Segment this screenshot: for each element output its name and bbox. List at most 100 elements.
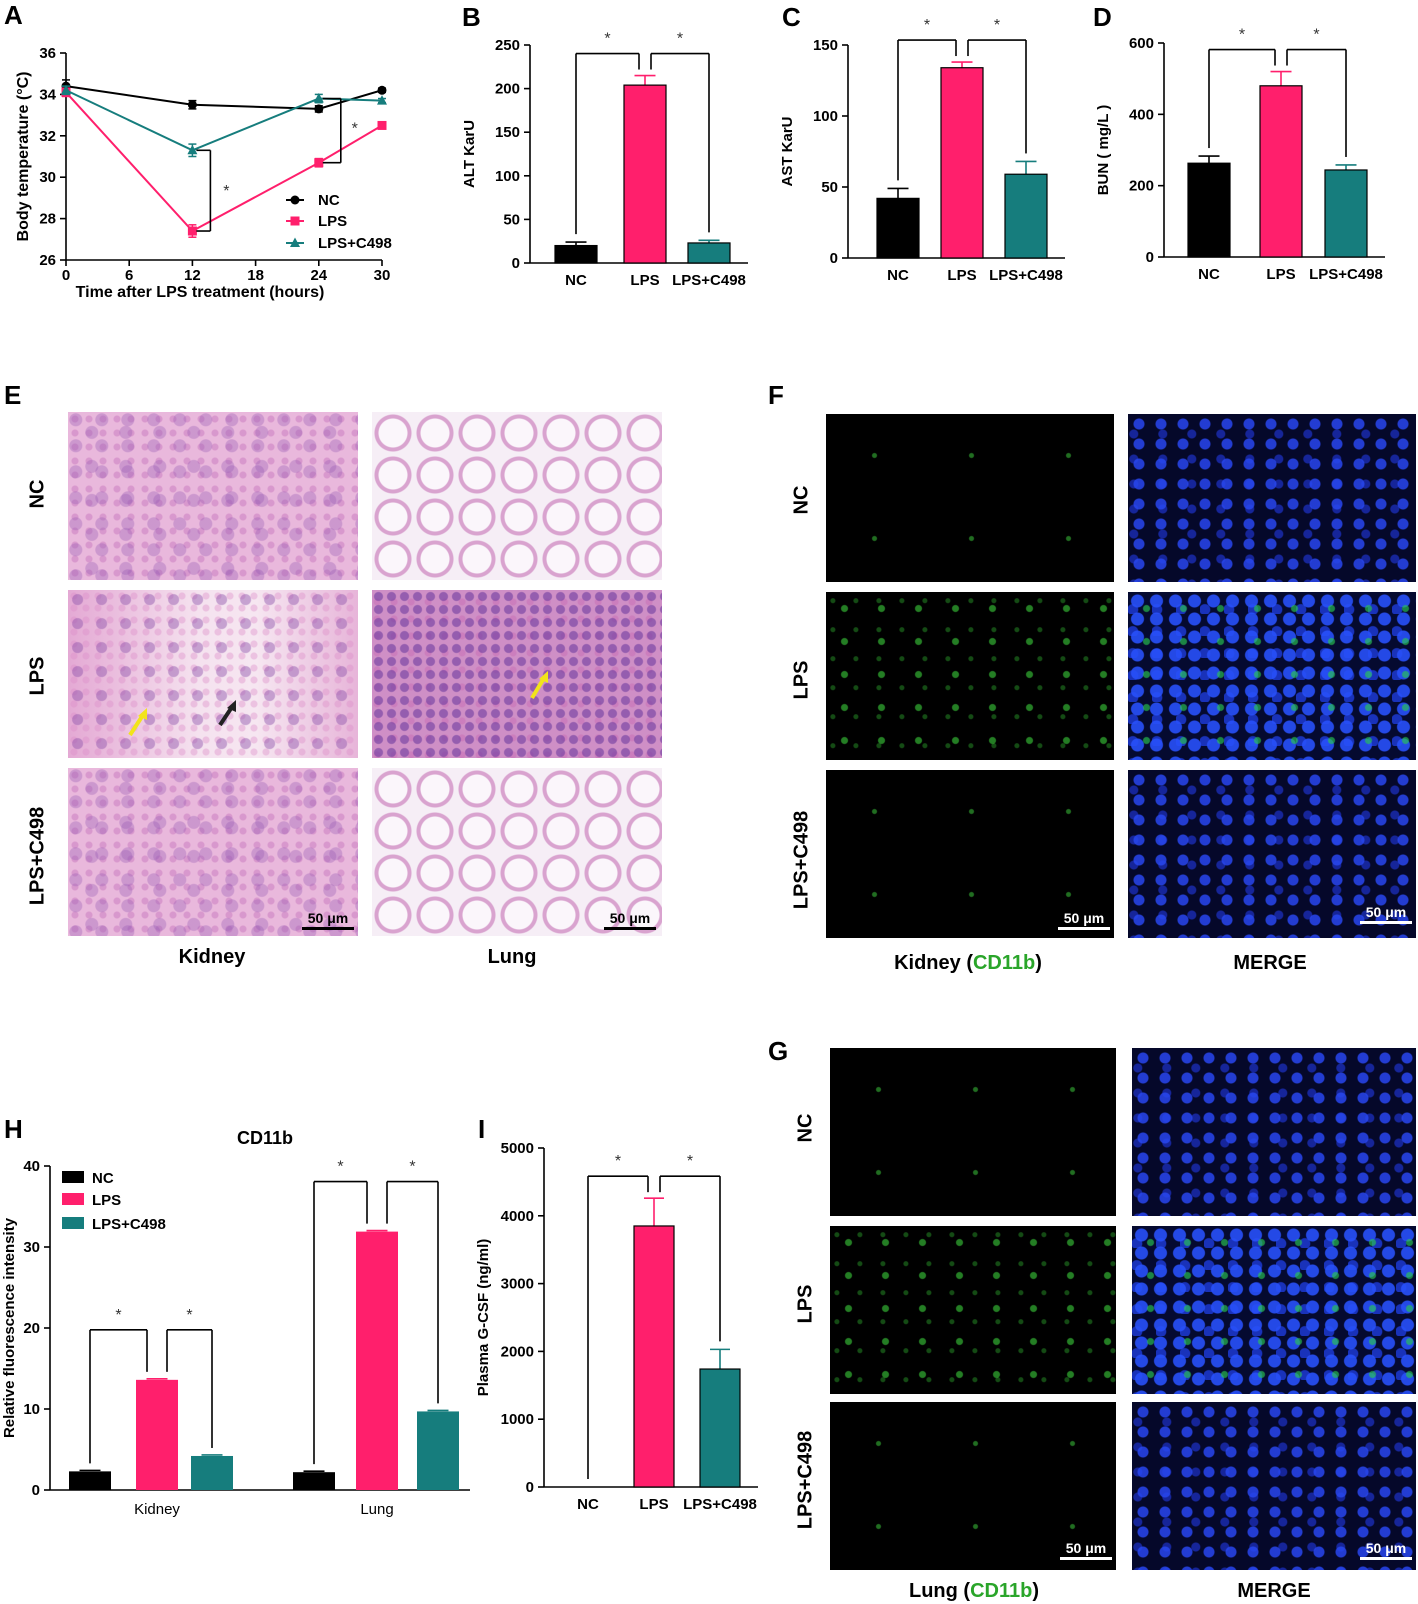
c-bar-2 [1004, 173, 1048, 259]
row-label-lps: LPS [790, 660, 813, 700]
h-sig-0-1-star: * [115, 1307, 121, 1324]
row-label-lps: LPS [26, 656, 49, 696]
a-x-tick-label: 12 [184, 267, 201, 284]
scale-bar-label: 50 μm [1365, 904, 1407, 920]
b-bar-2 [687, 242, 731, 264]
a-y-tick-label: 36 [39, 45, 56, 62]
a-series-line-0 [65, 85, 383, 110]
d-bar-1 [1259, 85, 1303, 258]
lung-lps-image [372, 590, 662, 758]
cd11b-marker-label: CD11b [972, 952, 1036, 974]
b-y-axis-label: ALT KarU [461, 120, 478, 188]
a-legend-marker [290, 195, 300, 205]
h-sig-1-1-star: * [337, 1159, 343, 1176]
h-legend-swatch [62, 1171, 84, 1183]
panel-letter-g: G [768, 1036, 789, 1066]
a-legend-label: NC [318, 192, 340, 209]
h-y-tick-label: 20 [23, 1320, 40, 1337]
h-bar-1-0 [293, 1472, 335, 1490]
row-label-nc: NC [26, 479, 49, 509]
h-legend-label: LPS+C498 [92, 1216, 166, 1233]
panel-letter-h: H [4, 1114, 23, 1144]
col-label-kidney-cd11b: Kidney (CD11b) [894, 952, 1042, 975]
a-point [377, 85, 387, 95]
row-label-lps: LPS [794, 1284, 817, 1324]
b-y-tick-label: 250 [495, 37, 520, 54]
scale-bar-label: 50 μm [1365, 1540, 1407, 1556]
a-point [187, 226, 197, 236]
i-y-tick-label: 2000 [501, 1343, 534, 1360]
d-x-tick-label: LPS [1266, 266, 1295, 283]
i-sig-2-star: * [687, 1153, 693, 1170]
a-sig-2-star: * [352, 121, 358, 138]
col-label-suffix: ) [1032, 1580, 1040, 1602]
col-label-lung: Lung [487, 946, 537, 968]
a-point [61, 81, 71, 91]
h-sig-0-2-star: * [186, 1307, 192, 1324]
a-point [187, 100, 197, 110]
a-point [61, 87, 71, 97]
d-sig-2-star: * [1313, 27, 1319, 44]
kidney-lps-c498-image [68, 768, 358, 936]
col-label-prefix: Lung ( [908, 1580, 971, 1602]
row-label-lps-c498: LPS+C498 [26, 806, 49, 906]
col-label-lung-cd11b: Lung (CD11b) [909, 1580, 1039, 1603]
panel-letter-d: D [1093, 2, 1112, 32]
scale-bar-f1: 50 μm [1058, 910, 1110, 930]
h-legend-swatch [62, 1217, 84, 1229]
lung-merge-lps-image [1132, 1226, 1416, 1394]
scale-bar-kidney: 50 μm [302, 910, 354, 930]
c-x-tick-label: NC [887, 267, 909, 284]
i-x-tick-label: LPS [639, 1496, 668, 1513]
h-y-tick-label: 0 [32, 1482, 40, 1499]
scale-bar-label: 50 μm [1065, 1540, 1107, 1556]
c-y-tick-label: 150 [813, 37, 838, 54]
h-bar-1-2 [417, 1411, 459, 1490]
b-y-tick-label: 50 [503, 211, 520, 228]
kidney-cd11b-lps-image [826, 592, 1114, 760]
row-label-lps-c498: LPS+C498 [794, 1430, 817, 1530]
h-y-axis-label: Relative fluorescence intensity [1, 1217, 18, 1438]
scale-bar-label: 50 μm [609, 910, 651, 926]
h-x-tick-label: Lung [360, 1501, 393, 1518]
d-x-tick-label: LPS+C498 [1309, 266, 1383, 283]
lung-cd11b-nc-image [830, 1048, 1116, 1216]
i-y-tick-label: 0 [526, 1479, 534, 1496]
a-x-tick-label: 18 [247, 267, 264, 284]
i-x-tick-label: NC [577, 1496, 599, 1513]
kidney-cd11b-nc-image [826, 414, 1114, 582]
b-bar-1 [623, 84, 667, 264]
b-x-tick-label: NC [565, 272, 587, 289]
d-y-tick-label: 200 [1129, 178, 1154, 195]
d-bar-0 [1187, 162, 1231, 258]
panel-letter-f: F [768, 380, 784, 410]
h-y-tick-label: 30 [23, 1239, 40, 1256]
a-y-tick-label: 26 [39, 252, 56, 269]
a-legend-marker [290, 237, 300, 247]
a-point [313, 93, 324, 103]
h-y-tick-label: 10 [23, 1401, 40, 1418]
a-point [61, 84, 71, 95]
lung-merge-lps-c498-image [1132, 1402, 1416, 1570]
i-x-tick-label: LPS+C498 [683, 1496, 757, 1513]
panel-letter-e: E [4, 380, 22, 410]
kidney-lps-image [68, 590, 358, 758]
cd11b-marker-label: CD11b [970, 1580, 1033, 1602]
lung-lps-c498-image [372, 768, 662, 936]
col-label-kidney: Kidney [178, 946, 246, 968]
a-x-axis-label: Time after LPS treatment (hours) [76, 284, 325, 301]
i-y-axis-label: Plasma G-CSF (ng/ml) [475, 1239, 492, 1397]
scale-bar-g2: 50 μm [1360, 1540, 1412, 1560]
a-x-tick-label: 6 [125, 267, 133, 284]
d-x-tick-label: NC [1198, 266, 1220, 283]
b-y-tick-label: 0 [512, 255, 520, 272]
a-x-tick-label: 24 [310, 267, 327, 284]
h-legend-label: LPS [92, 1192, 121, 1209]
row-label-lps-c498: LPS+C498 [790, 810, 813, 910]
c-sig-2-star: * [994, 17, 1000, 34]
h-bar-0-0 [69, 1471, 111, 1490]
a-series-line-1 [65, 91, 383, 233]
col-label-prefix: Kidney ( [894, 952, 973, 974]
scale-bar-lung: 50 μm [604, 910, 656, 930]
lung-cd11b-lps-c498-image [830, 1402, 1116, 1570]
